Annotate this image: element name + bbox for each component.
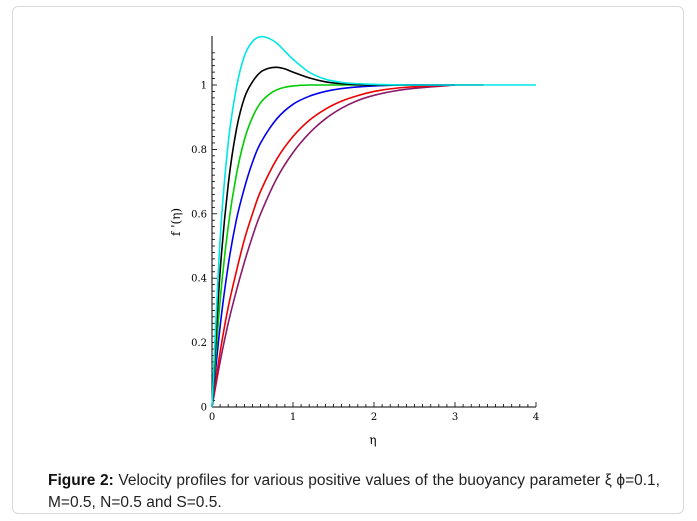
series-line-1 <box>211 35 536 408</box>
series-line-3 <box>211 84 407 408</box>
y-tick-label: 0.8 <box>191 145 207 156</box>
y-tick-label: 0.6 <box>191 209 207 220</box>
series-line-6 <box>211 84 456 408</box>
figure-caption: Figure 2: Velocity profiles for various … <box>48 470 660 514</box>
x-tick-label: 3 <box>452 412 458 423</box>
velocity-chart: 0 0.2 0.4 0.6 0.8 1 0 1 2 3 4 η f '(η) <box>169 35 539 448</box>
x-axis <box>211 402 537 408</box>
x-tick-label: 2 <box>371 412 377 423</box>
y-tick-label: 0.2 <box>191 338 207 349</box>
caption-label: Figure 2: <box>48 472 114 489</box>
y-tick-label: 1 <box>201 81 207 92</box>
x-tick-label: 0 <box>209 412 215 423</box>
y-tick-label: 0.4 <box>191 274 207 285</box>
x-axis-label: η <box>369 433 376 447</box>
labels: 0 0.2 0.4 0.6 0.8 1 0 1 2 3 4 η f '(η) <box>169 81 539 448</box>
x-tick-label: 4 <box>533 412 539 423</box>
x-tick-label: 1 <box>290 412 296 423</box>
y-tick-label: 0 <box>201 403 207 414</box>
series-line-5 <box>211 84 456 408</box>
caption-text: Velocity profiles for various positive v… <box>48 472 660 511</box>
series-line-4 <box>211 84 455 408</box>
figure-frame <box>12 6 684 514</box>
y-axis-label: f '(η) <box>169 208 183 236</box>
series-group <box>211 35 536 408</box>
